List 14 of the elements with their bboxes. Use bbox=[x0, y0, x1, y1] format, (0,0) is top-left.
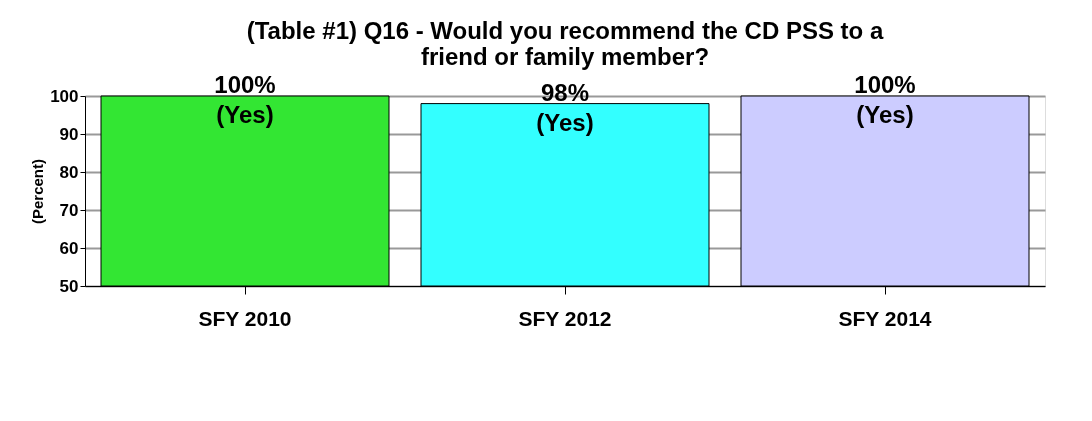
y-axis-title: (Percent) bbox=[29, 158, 47, 225]
y-tick-label: 80 bbox=[59, 162, 79, 182]
y-tick-label: 70 bbox=[59, 200, 79, 220]
y-tick-label: 90 bbox=[59, 124, 79, 144]
data-label: 100% (Yes) bbox=[854, 71, 916, 128]
data-label: 100% (Yes) bbox=[214, 71, 276, 128]
x-tick-label: SFY 2012 bbox=[518, 306, 612, 330]
x-tick-label: SFY 2010 bbox=[198, 306, 292, 330]
chart-title: (Table #1) Q16 - Would you recommend the CD PSS to a friend or family member? bbox=[246, 17, 884, 70]
y-tick-label: 60 bbox=[59, 238, 79, 258]
data-label: 98% (Yes) bbox=[536, 78, 594, 136]
x-tick-label: SFY 2014 bbox=[838, 306, 932, 330]
y-tick-label: 100 bbox=[50, 86, 79, 106]
y-tick-label: 50 bbox=[59, 276, 79, 296]
